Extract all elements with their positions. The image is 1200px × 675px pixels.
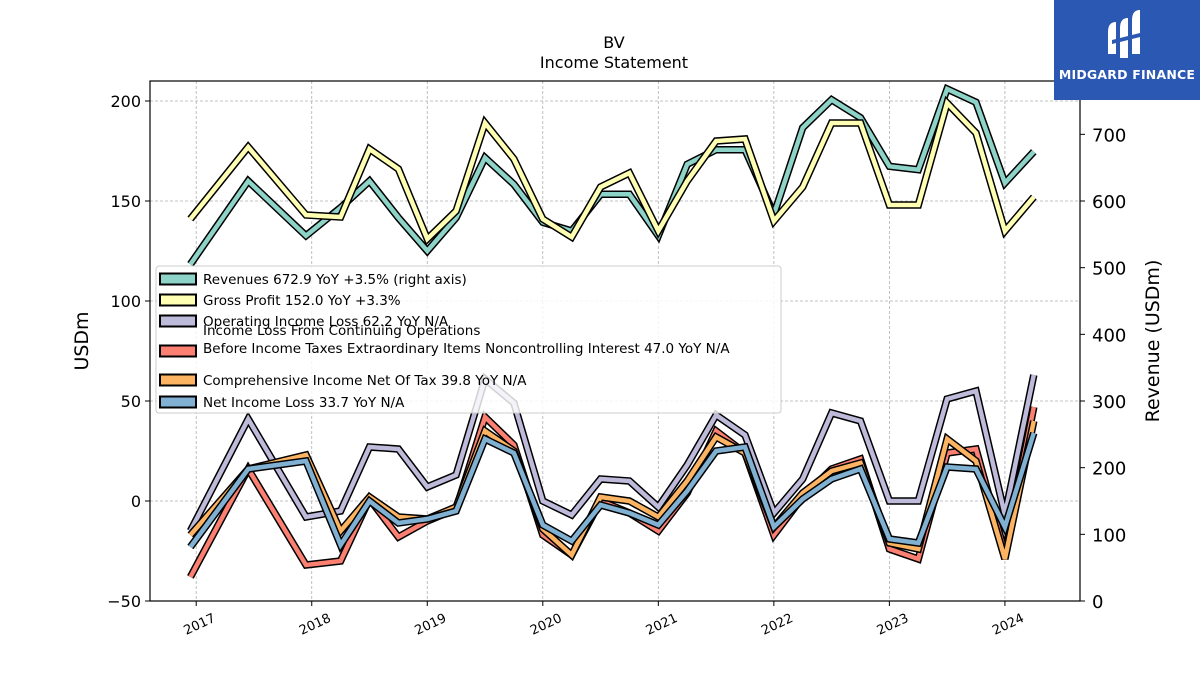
- x-tick-label: 2018: [297, 611, 333, 639]
- y-tick-label-right: 600: [1092, 192, 1126, 213]
- series-core: [188, 98, 1036, 243]
- y-tick-label-right: 700: [1092, 125, 1126, 146]
- legend-item: Revenues 672.9 YoY +3.5% (right axis): [159, 272, 467, 288]
- plot-frame: [149, 80, 1081, 602]
- y-tick-label-right: 400: [1092, 325, 1126, 346]
- legend-swatch: [159, 293, 197, 307]
- legend-label: Gross Profit 152.0 YoY +3.3%: [203, 293, 401, 309]
- legend-item: Income Loss From Continuing Operations Be…: [159, 323, 730, 358]
- y-tick-label-left: 50: [121, 392, 141, 411]
- legend: Revenues 672.9 YoY +3.5% (right axis) Gro…: [155, 265, 782, 414]
- legend-label: Operating Income Loss 62.2 YoY N/A: [203, 314, 449, 330]
- brand-name: MIDGARD FINANCE: [1058, 67, 1196, 82]
- series-core: [188, 374, 1037, 533]
- legend-box: [155, 265, 782, 414]
- legend-swatch: [159, 272, 197, 286]
- y-tick-label-right: 300: [1092, 392, 1126, 413]
- series-line-5: [187, 431, 1038, 553]
- legend-label: Income Loss From Continuing Operations Be…: [203, 323, 730, 357]
- y-axis-label-left: USDm: [71, 311, 93, 370]
- legend-swatch: [159, 344, 197, 358]
- y-tick-label-left: 0: [131, 492, 141, 511]
- legend-swatch: [159, 314, 197, 328]
- series-line-2: [187, 372, 1038, 533]
- legend-swatch: [159, 373, 197, 387]
- series-line-4: [187, 420, 1038, 562]
- legend-swatch: [159, 395, 197, 409]
- x-tick-label: 2023: [875, 611, 911, 639]
- series-line-0: [187, 83, 1037, 267]
- x-tick-label: 2021: [644, 611, 680, 639]
- legend-label: Net Income Loss 33.7 YoY N/A: [203, 395, 405, 411]
- series-lines: [187, 83, 1038, 579]
- y-tick-label-left: 150: [110, 192, 141, 211]
- legend-item: Operating Income Loss 62.2 YoY N/A: [159, 314, 449, 330]
- legend-label: Comprehensive Income Net Of Tax 39.8 YoY…: [203, 373, 527, 389]
- x-tick-label: 2024: [990, 611, 1026, 639]
- y-tick-label-left: 200: [110, 92, 141, 111]
- x-tick-label: 2017: [182, 611, 218, 639]
- legend-item: Comprehensive Income Net Of Tax 39.8 YoY…: [159, 373, 527, 389]
- series-core: [188, 432, 1036, 550]
- series-core: [188, 420, 1037, 560]
- y-axis-label-right: Revenue (USDm): [1142, 260, 1164, 423]
- x-tick-label: 2022: [759, 611, 795, 639]
- y-tick-label-right: 0: [1092, 592, 1103, 613]
- brand-mark-icon: [1108, 10, 1144, 58]
- chart-subtitle: Income Statement: [540, 53, 688, 72]
- chart-title: BV: [603, 33, 624, 52]
- y-tick-label-left: −50: [107, 592, 141, 611]
- x-tick-label: 2019: [413, 611, 449, 639]
- brand-logo: MIDGARD FINANCE: [1054, 0, 1200, 100]
- legend-item: Gross Profit 152.0 YoY +3.3%: [159, 293, 401, 309]
- y-tick-label-right: 500: [1092, 259, 1126, 280]
- y-tick-label-right: 200: [1092, 459, 1126, 480]
- y-tick-label-left: 100: [110, 292, 141, 311]
- x-tick-label: 2020: [528, 611, 564, 639]
- series-line-1: [187, 95, 1037, 246]
- y-tick-label-right: 100: [1092, 525, 1126, 546]
- series-core: [188, 85, 1036, 266]
- legend-item: Net Income Loss 33.7 YoY N/A: [159, 395, 405, 411]
- series-outline: [187, 83, 1037, 267]
- legend-label: Revenues 672.9 YoY +3.5% (right axis): [203, 272, 467, 288]
